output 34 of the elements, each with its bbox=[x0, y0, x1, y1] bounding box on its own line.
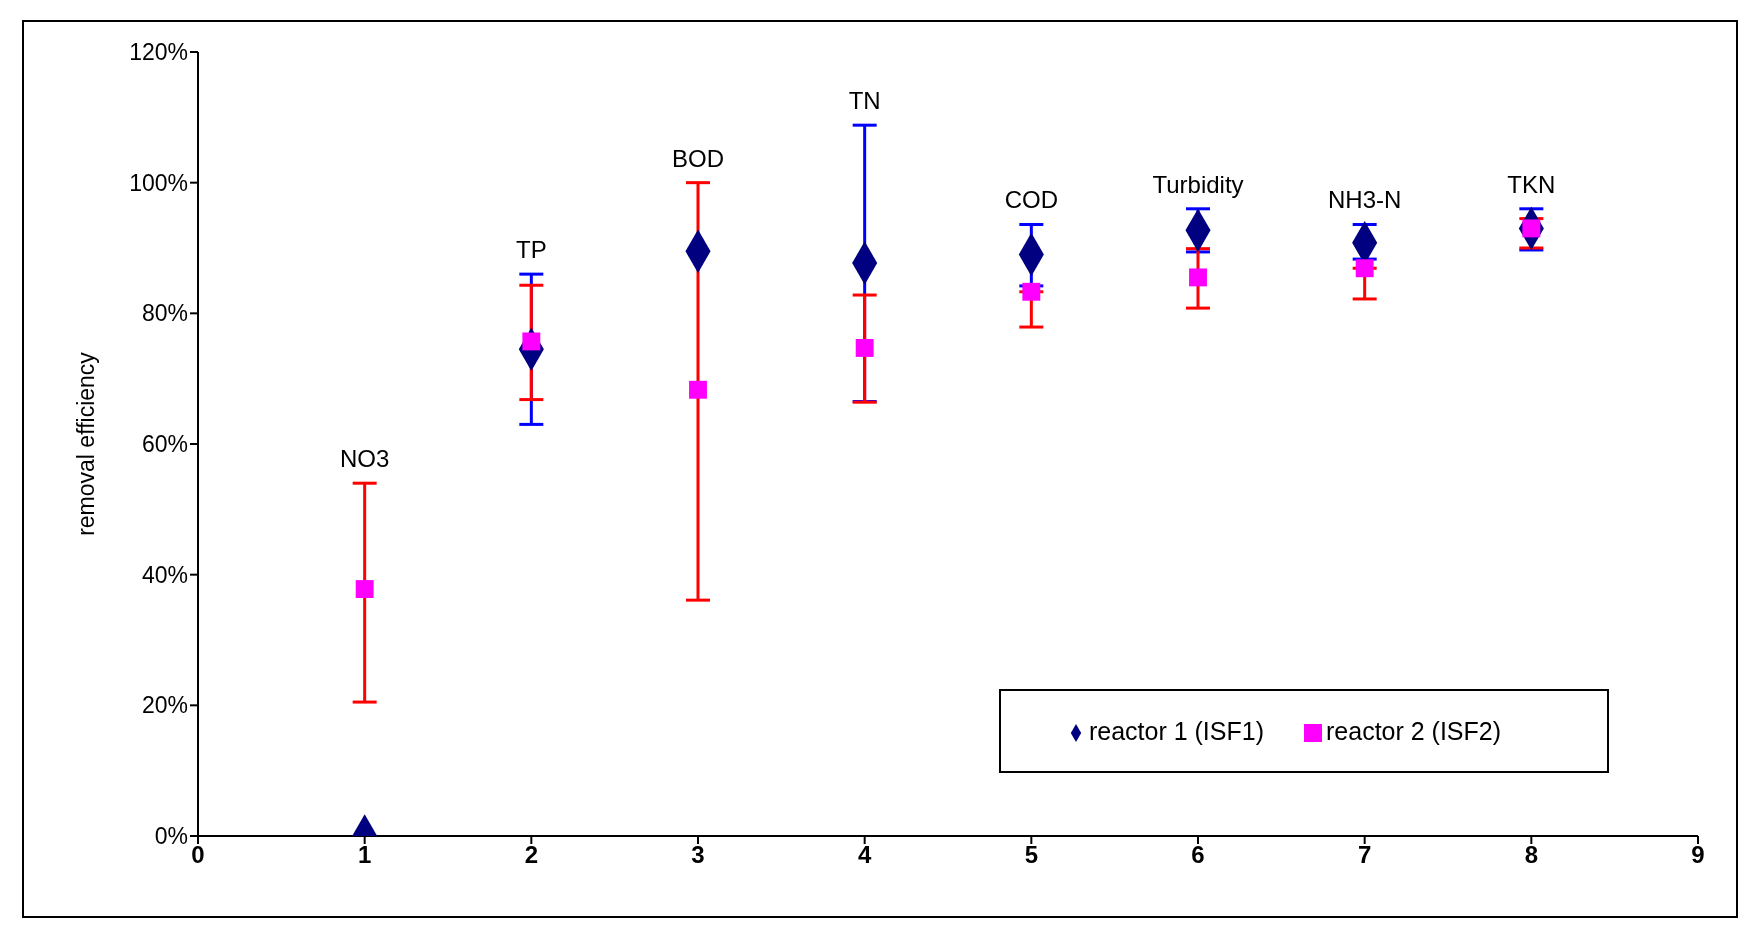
y-tick-label: 60% bbox=[141, 431, 188, 458]
x-tick-label: 2 bbox=[524, 841, 539, 869]
y-tick-label: 20% bbox=[141, 692, 188, 719]
legend-label: reactor 2 (ISF2) bbox=[1326, 716, 1502, 745]
y-axis-title: removal efficiency bbox=[73, 351, 100, 536]
point bbox=[1189, 268, 1207, 287]
x-tick-label: 9 bbox=[1691, 841, 1705, 869]
y-tick-label: 0% bbox=[154, 823, 188, 850]
x-tick-label: 5 bbox=[1024, 841, 1039, 869]
annotation: TKN bbox=[1507, 170, 1556, 198]
x-tick-label: 8 bbox=[1524, 841, 1539, 869]
x-tick-label: 3 bbox=[691, 841, 705, 869]
annotation: NO3 bbox=[339, 445, 390, 473]
annotation: TP bbox=[516, 236, 547, 264]
x-tick-label: 1 bbox=[357, 841, 372, 869]
point bbox=[1355, 259, 1374, 278]
point bbox=[355, 580, 374, 598]
annotation: Turbidity bbox=[1152, 170, 1244, 198]
x-tick-label: 4 bbox=[857, 841, 872, 869]
y-tick-label: 120% bbox=[129, 39, 188, 66]
annotation: NH3-N bbox=[1327, 186, 1402, 214]
annotation: BOD bbox=[671, 144, 725, 172]
y-tick-label: 100% bbox=[129, 169, 188, 196]
x-tick-label: 7 bbox=[1357, 841, 1372, 869]
x-tick-label: 6 bbox=[1191, 841, 1205, 869]
annotation: TN bbox=[848, 87, 881, 115]
y-tick-label: 40% bbox=[141, 561, 188, 588]
point bbox=[689, 380, 707, 399]
y-tick-label: 80% bbox=[141, 300, 188, 327]
point bbox=[855, 339, 874, 357]
x-tick-label: 0 bbox=[191, 841, 205, 869]
annotation: COD bbox=[1004, 186, 1059, 214]
legend-label: reactor 1 (ISF1) bbox=[1088, 716, 1264, 745]
point bbox=[1022, 282, 1041, 301]
